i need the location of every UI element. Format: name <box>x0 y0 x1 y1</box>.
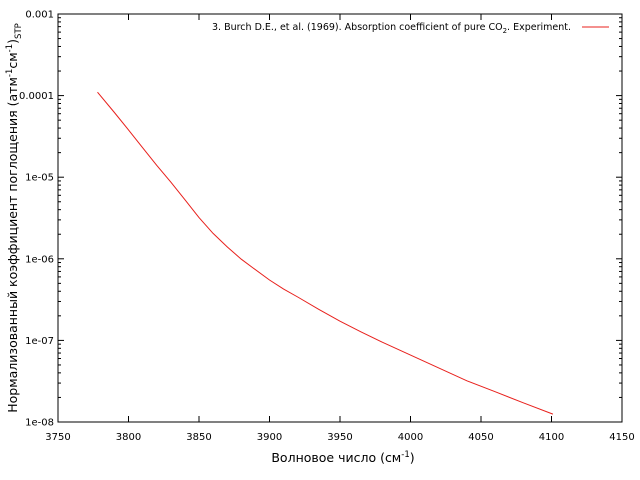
legend: 3. Burch D.E., et al. (1969). Absorption… <box>212 22 609 35</box>
series-layer <box>97 91 554 415</box>
x-tick-label: 3950 <box>327 432 352 443</box>
x-axis-title: Волновое число (см-1) <box>271 450 414 465</box>
y-tick-label: 0.001 <box>25 10 54 21</box>
y-tick-label: 1e-06 <box>25 254 54 265</box>
x-tick-label: 4100 <box>539 432 564 443</box>
y-tick-label: 1e-05 <box>25 173 54 184</box>
plot-frame <box>57 13 623 423</box>
x-axis-ticks: 3750 3800 3850 3900 3950 4000 4050 4100 4150 <box>45 14 635 443</box>
series-line <box>97 91 554 415</box>
x-tick-label: 3800 <box>116 432 141 443</box>
x-tick-label: 4050 <box>468 432 493 443</box>
x-tick-label: 4150 <box>609 432 634 443</box>
y-axis-title: Нормализованный коэффициент поглощения (… <box>5 23 24 413</box>
y-tick-label: 1e-08 <box>25 418 54 429</box>
y-axis-ticks: 1e-08 1e-07 1e-06 1e-05 0.0001 0.001 <box>19 10 622 429</box>
y-tick-label: 0.0001 <box>19 91 54 102</box>
x-tick-label: 3850 <box>186 432 211 443</box>
x-tick-label: 4000 <box>398 432 423 443</box>
x-tick-label: 3750 <box>45 432 70 443</box>
y-tick-label: 1e-07 <box>25 336 54 347</box>
legend-label: 3. Burch D.E., et al. (1969). Absorption… <box>212 22 571 35</box>
x-tick-label: 3900 <box>257 432 282 443</box>
